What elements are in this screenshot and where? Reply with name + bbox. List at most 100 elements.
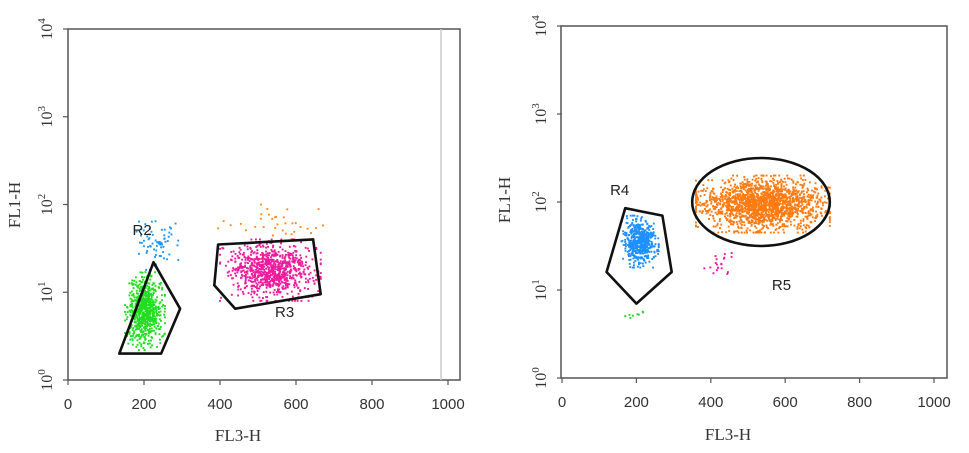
scatter-point	[801, 184, 804, 187]
scatter-point	[799, 174, 802, 177]
scatter-point	[634, 256, 636, 259]
scatter-point	[638, 230, 641, 233]
scatter-point	[752, 202, 755, 205]
scatter-point	[147, 304, 150, 306]
scatter-point	[719, 227, 721, 229]
scatter-point	[735, 212, 738, 215]
scatter-point	[750, 191, 753, 193]
scatter-point	[289, 275, 292, 277]
scatter-point	[268, 278, 271, 280]
scatter-point	[271, 279, 274, 282]
scatter-point	[638, 263, 640, 266]
scatter-point	[244, 258, 247, 261]
scatter-point	[816, 188, 818, 191]
scatter-point	[138, 283, 141, 286]
scatter-point	[827, 186, 829, 189]
scatter-point	[770, 205, 773, 208]
scatter-point	[234, 261, 237, 263]
scatter-point	[140, 297, 143, 300]
scatter-point	[760, 212, 763, 215]
scatter-point	[701, 212, 704, 214]
scatter-point	[147, 323, 150, 326]
scatter-point	[149, 289, 152, 292]
scatter-point	[275, 282, 277, 285]
scatter-point	[780, 218, 782, 221]
scatter-point	[759, 197, 762, 200]
scatter-point	[289, 254, 292, 257]
scatter-point	[262, 271, 265, 274]
scatter-point	[790, 178, 793, 181]
scatter-point	[752, 213, 755, 216]
scatter-point	[286, 208, 289, 211]
scatter-point	[150, 339, 152, 342]
scatter-point	[635, 220, 638, 223]
scatter-point	[251, 275, 254, 277]
scatter-point	[653, 245, 655, 248]
scatter-point	[725, 217, 728, 220]
scatter-point	[636, 245, 639, 247]
scatter-point	[288, 261, 291, 263]
scatter-point	[786, 174, 789, 177]
scatter-point	[252, 252, 255, 255]
scatter-point	[699, 201, 702, 204]
scatter-point	[764, 187, 767, 190]
scatter-point	[245, 229, 247, 232]
scatter-point	[137, 319, 140, 322]
scatter-point	[747, 184, 749, 186]
y-tick-exponent: 3	[36, 106, 48, 112]
scatter-point	[623, 231, 626, 234]
scatter-point	[629, 229, 632, 232]
x-axis-title-right: FL3-H	[705, 425, 751, 444]
scatter-point	[265, 296, 268, 298]
scatter-point	[724, 181, 727, 184]
scatter-point	[281, 256, 284, 259]
scatter-point	[129, 338, 132, 341]
scatter-point	[765, 180, 768, 183]
scatter-point	[814, 220, 816, 222]
scatter-point	[277, 278, 280, 281]
scatter-point	[642, 233, 644, 235]
scatter-point	[308, 265, 311, 268]
scatter-point	[153, 323, 155, 326]
scatter-point	[144, 332, 146, 335]
scatter-point	[765, 189, 768, 191]
scatter-point	[132, 327, 135, 329]
scatter-point	[272, 253, 275, 256]
scatter-point	[247, 279, 250, 282]
x-tick-label: 400	[207, 396, 232, 413]
scatter-point	[142, 315, 145, 318]
scatter-point	[319, 263, 322, 266]
scatter-point	[779, 190, 782, 193]
scatter-point	[145, 327, 148, 330]
scatter-point	[812, 209, 814, 211]
scatter-point	[133, 317, 136, 320]
scatter-point	[773, 198, 776, 201]
scatter-point	[734, 190, 736, 193]
scatter-point	[785, 206, 787, 209]
scatter-point	[634, 245, 637, 248]
scatter-point	[812, 196, 814, 199]
scatter-point	[801, 209, 804, 212]
scatter-point	[292, 257, 295, 260]
scatter-point	[150, 317, 153, 320]
scatter-point	[789, 204, 792, 207]
scatter-point	[244, 277, 247, 280]
scatter-point	[250, 267, 253, 269]
scatter-point	[800, 190, 803, 193]
scatter-point	[790, 213, 793, 216]
scatter-point	[749, 214, 751, 217]
scatter-point	[126, 316, 129, 319]
scatter-point	[125, 306, 128, 308]
scatter-point	[270, 238, 273, 241]
scatter-point	[256, 264, 259, 266]
scatter-point	[170, 227, 173, 230]
scatter-point	[816, 194, 819, 197]
scatter-point	[154, 298, 157, 301]
scatter-point	[156, 296, 158, 299]
scatter-point	[730, 177, 733, 180]
scatter-point	[765, 191, 768, 194]
scatter-point	[255, 268, 257, 271]
scatter-point	[648, 260, 651, 263]
y-tick-exponent: 0	[36, 369, 48, 375]
scatter-point	[163, 234, 166, 237]
